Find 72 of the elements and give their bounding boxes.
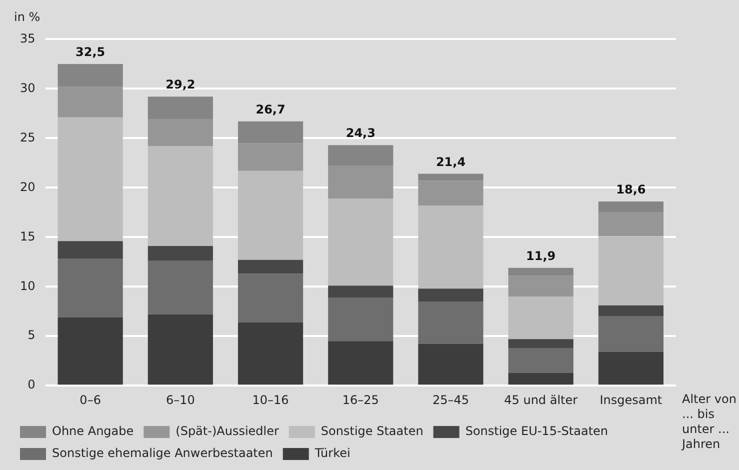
bar [58, 258, 123, 318]
total-label: 26,7 [256, 102, 286, 116]
legend-label: Sonstige ehemalige Anwerbestaaten [52, 446, 273, 460]
bar [328, 298, 394, 342]
total-label: 11,9 [526, 248, 556, 263]
y-tick-label: 0 [28, 378, 36, 392]
bar [418, 180, 484, 206]
x-tick-label: 16–25 [342, 392, 379, 407]
legend-label: Ohne Angabe [52, 424, 134, 438]
bar [58, 117, 123, 242]
y-tick-label: 5 [28, 328, 36, 342]
legend-label: Sonstige EU-15-Staaten [465, 424, 608, 438]
bar [58, 86, 123, 118]
bar [418, 174, 484, 181]
bar [508, 372, 574, 385]
legend-label: Sonstige Staaten [320, 424, 424, 438]
bar [238, 170, 304, 260]
bar [598, 316, 664, 352]
bar [508, 339, 574, 348]
total-label: 29,2 [166, 78, 196, 92]
bar [598, 236, 664, 306]
y-tick-label: 35 [20, 31, 36, 46]
y-tick-label: 15 [20, 229, 36, 244]
bar [418, 301, 484, 344]
bar [148, 260, 213, 314]
bar [148, 96, 213, 120]
bar [418, 344, 484, 385]
y-tick-label: 25 [20, 130, 36, 144]
bar [328, 286, 394, 298]
bar [238, 260, 304, 274]
bar [58, 64, 123, 87]
bar [328, 166, 394, 199]
bar [598, 305, 664, 316]
bar [328, 198, 394, 286]
bar [598, 202, 664, 212]
bar [58, 241, 123, 259]
bar [148, 314, 213, 385]
bar [418, 288, 484, 302]
bar [508, 296, 574, 340]
x-tick-label: 6–10 [166, 392, 195, 407]
x-tick-label: Insgesamt [600, 392, 662, 407]
total-label: 24,3 [346, 126, 376, 140]
bar [598, 352, 664, 385]
y-tick-label: 20 [20, 180, 36, 194]
bar [148, 146, 213, 246]
x-tick-label: 10–16 [252, 392, 289, 407]
bar [238, 274, 304, 322]
total-label: 21,4 [436, 154, 466, 169]
total-label: 18,6 [616, 182, 646, 197]
bar [148, 119, 213, 146]
x-tick-label: 45 und älter [504, 392, 578, 407]
bar [508, 268, 574, 276]
bar [508, 276, 574, 297]
bar [598, 212, 664, 236]
bar [328, 145, 394, 166]
bar [238, 322, 304, 385]
y-tick-label: 30 [20, 80, 36, 95]
bar [238, 121, 304, 144]
x-axis-title: Alter von ... bis unter ... Jahren [682, 392, 738, 452]
y-tick-label: 10 [20, 278, 36, 293]
bar [238, 143, 304, 171]
bar [508, 348, 574, 373]
bar [58, 317, 123, 385]
legend-label: Türkei [314, 446, 350, 460]
x-tick-label: 0–6 [80, 392, 101, 407]
bar [148, 246, 213, 261]
bar [328, 341, 394, 385]
x-tick-label: 25–45 [432, 392, 470, 407]
y-axis-title: in % [14, 10, 40, 24]
bar [418, 205, 484, 289]
total-label: 32,5 [76, 45, 106, 60]
legend-label: (Spät-)Aussiedler [176, 424, 279, 438]
